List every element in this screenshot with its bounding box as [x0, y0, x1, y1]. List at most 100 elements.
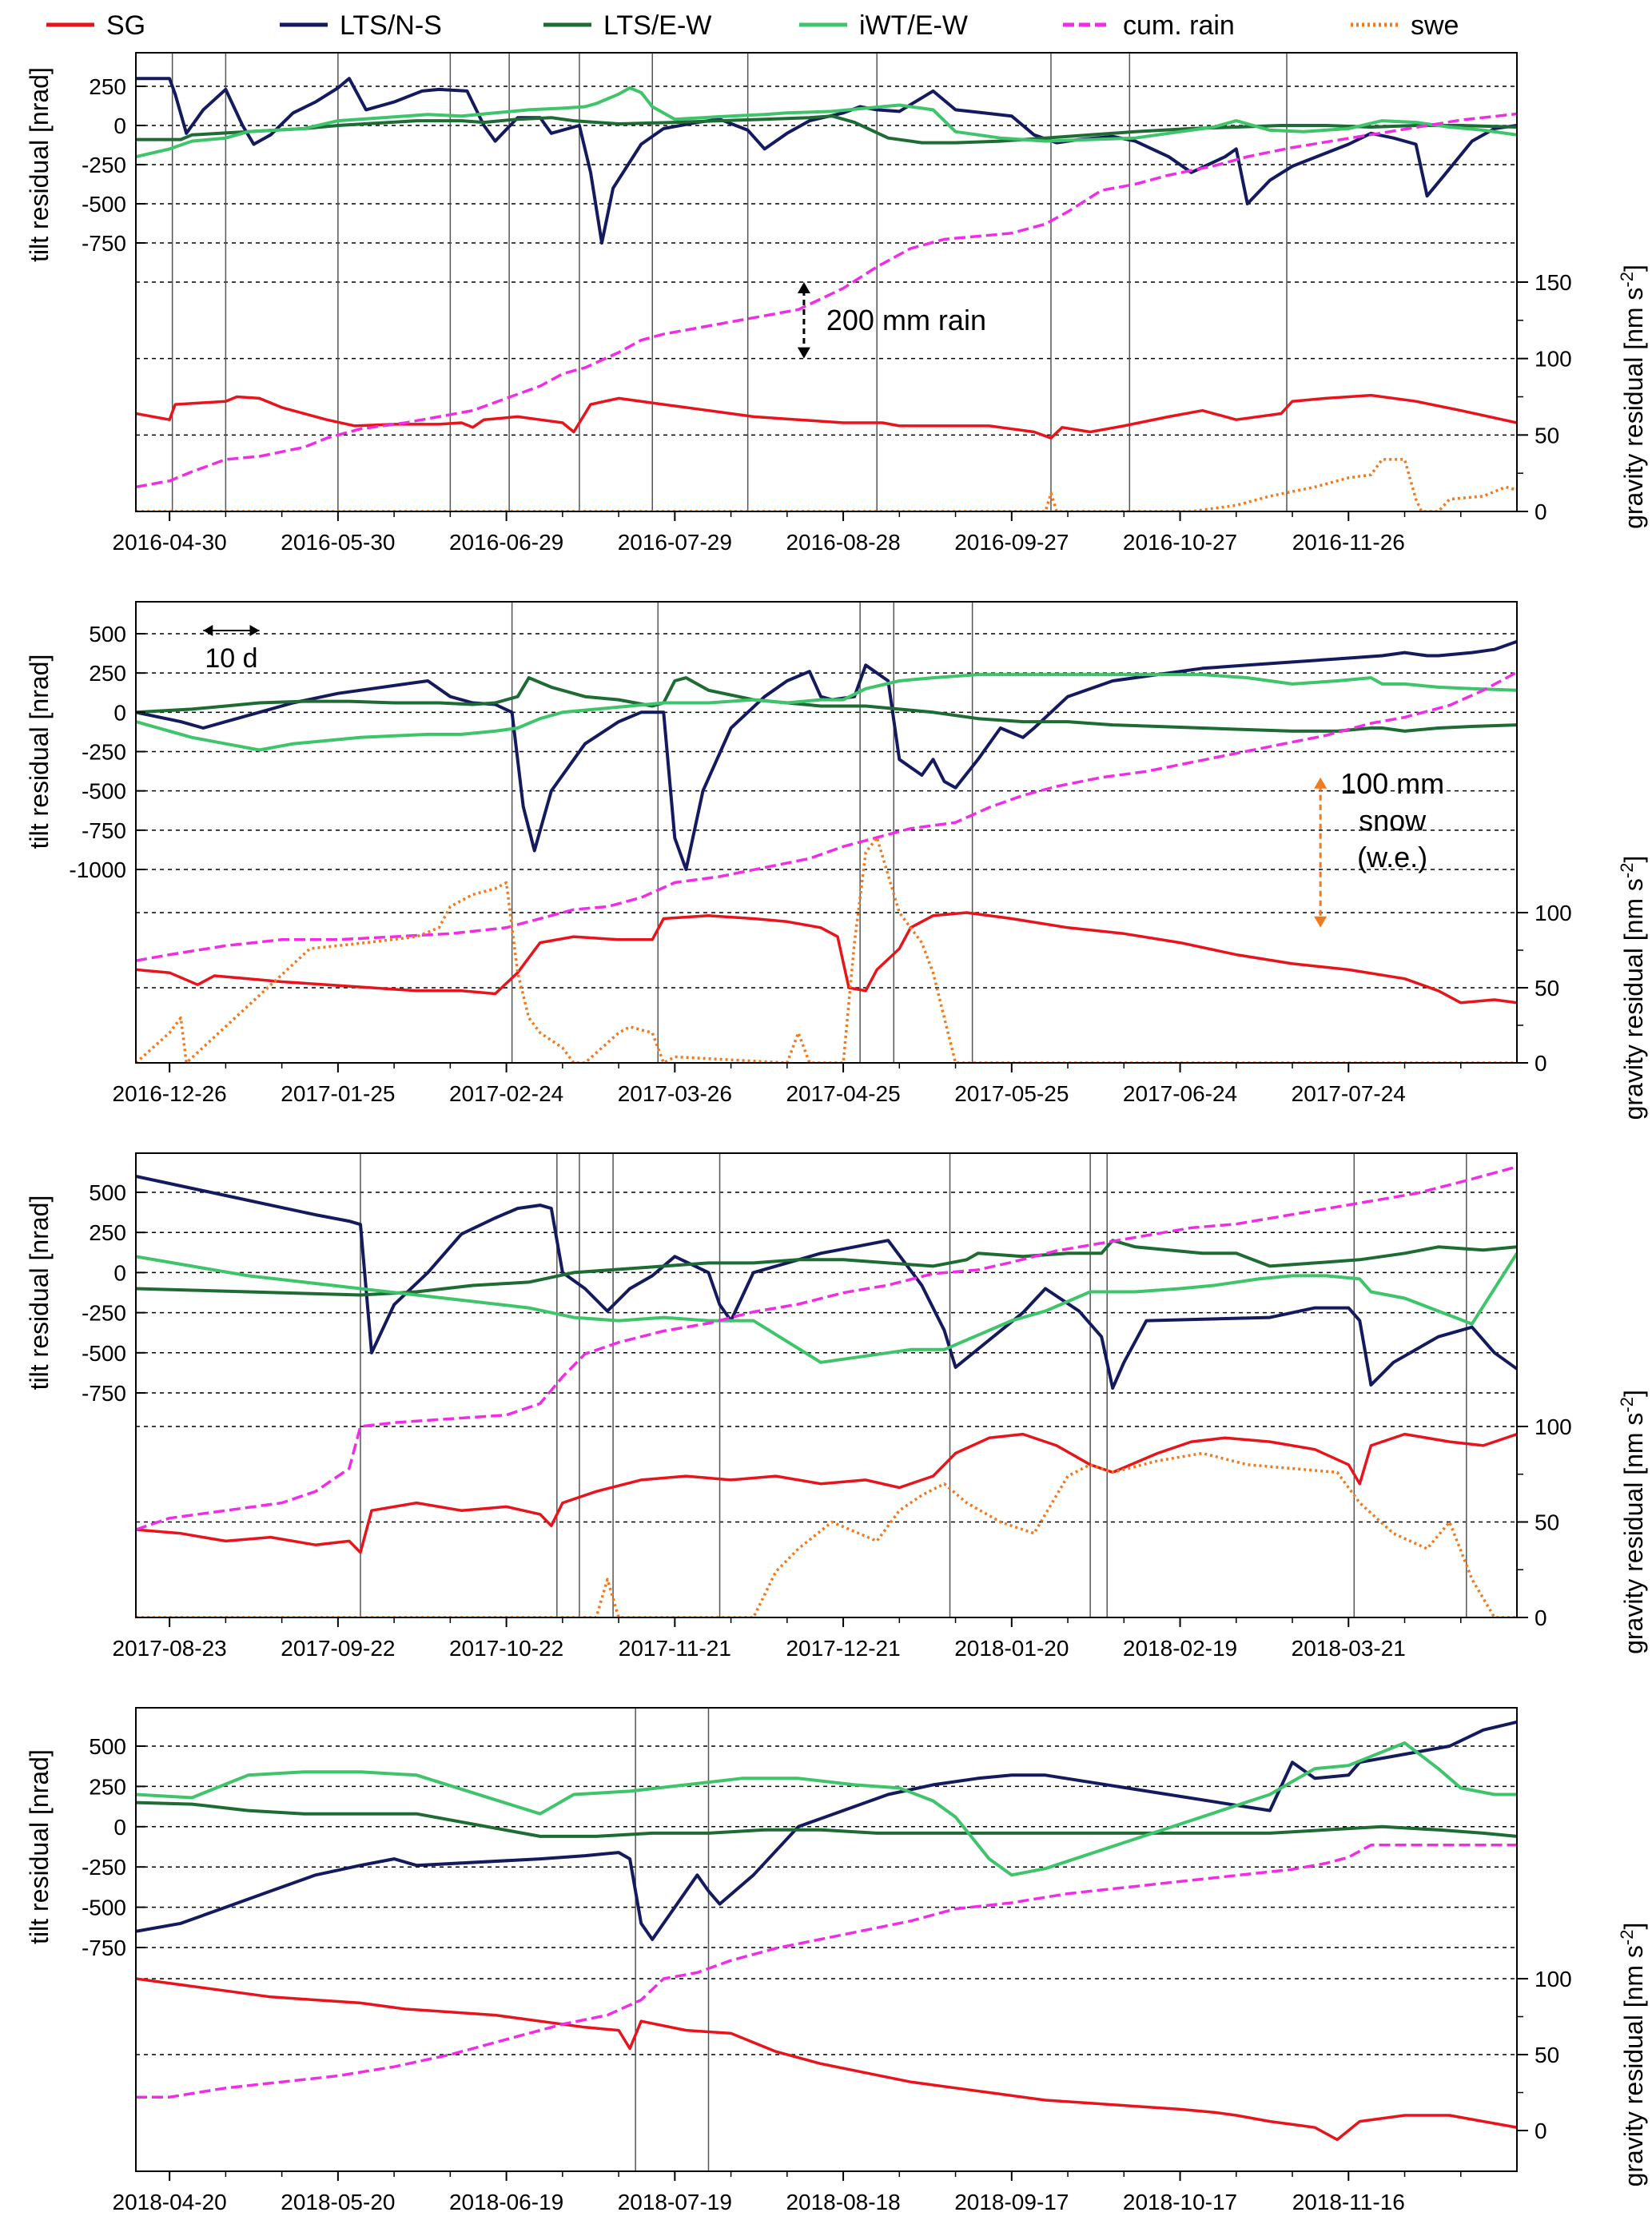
tilt-tick-label: -500: [82, 192, 126, 217]
tilt-tick-label: -750: [82, 818, 126, 843]
gravity-axis-label: gravity residual [nm s-2]: [1617, 856, 1648, 1120]
scale-bar-label: 10 d: [205, 643, 257, 674]
x-tick-label: 2018-01-20: [954, 1636, 1069, 1661]
series-line-cum-rain: [136, 112, 1517, 489]
series-line-swe: [136, 836, 1517, 1063]
tilt-tick-label: 0: [113, 700, 126, 725]
tilt-tick-label: 500: [89, 622, 126, 647]
series-line-lts-n-s: [136, 77, 1517, 245]
gravity-tick-label: 100: [1535, 1967, 1572, 1991]
legend-entry: SG: [46, 10, 145, 41]
annotation-line: (w.e.): [1357, 841, 1427, 873]
gravity-tick-label: 50: [1535, 1510, 1559, 1535]
tilt-tick-label: 0: [113, 113, 126, 138]
legend-entry: iWT/E-W: [799, 10, 968, 41]
x-tick-label: 2018-07-19: [618, 2190, 732, 2214]
plot-frame: [135, 601, 1518, 1064]
gravity-label-end: ]: [1619, 856, 1648, 863]
legend-label: swe: [1411, 10, 1459, 41]
tilt-tick-label: 0: [113, 1815, 126, 1840]
gravity-tick-label: 50: [1535, 976, 1559, 1001]
series-line-iwt-e-w: [136, 673, 1517, 752]
series-group: [136, 77, 1517, 511]
gravity-tick-label: 50: [1535, 423, 1559, 448]
gravity-tick-label: 150: [1535, 270, 1572, 295]
tilt-tick-label: -1000: [69, 857, 126, 882]
legend-label: iWT/E-W: [859, 10, 968, 41]
series-line-lts-n-s: [136, 1720, 1517, 1941]
x-tick-label: 2018-03-21: [1292, 1636, 1406, 1661]
gravity-label-main: gravity residual [nm s: [1619, 288, 1648, 529]
series-line-sg: [136, 911, 1517, 1005]
tilt-tick-label: -250: [82, 740, 126, 765]
annotation-line: snow: [1359, 804, 1427, 837]
legend-entry: LTS/N-S: [280, 10, 442, 41]
gravity-tick-label: 0: [1535, 1605, 1547, 1630]
annotation-line: 100 mm: [1340, 767, 1444, 800]
legend-entry: cum. rain: [1063, 10, 1235, 41]
x-tick-label: 2017-07-24: [1292, 1081, 1406, 1106]
tilt-tick-label: -250: [82, 153, 126, 177]
gravity-axis-label: gravity residual [nm s-2]: [1617, 1390, 1648, 1654]
series-group: [136, 638, 1517, 1063]
x-tick-label: 2017-08-23: [113, 1636, 227, 1661]
tilt-tick-label: -500: [82, 1896, 126, 1920]
gravity-label-superscript: -2: [1617, 272, 1637, 288]
series-line-swe: [136, 458, 1517, 511]
gravity-label-superscript: -2: [1617, 1930, 1637, 1946]
legend-entry: swe: [1351, 10, 1459, 41]
gravity-tick-label: 0: [1535, 1051, 1547, 1076]
tilt-axis-label: tilt residual [nrad]: [25, 1196, 54, 1391]
x-tick-label: 2018-09-17: [954, 2190, 1069, 2214]
series-line-sg: [136, 393, 1517, 440]
x-tick-label: 2017-02-24: [449, 1081, 563, 1106]
series-line-lts-e-w: [136, 1239, 1517, 1297]
series-line-iwt-e-w: [136, 1741, 1517, 1877]
series-line-iwt-e-w: [136, 1252, 1517, 1364]
x-tick-label: 2017-06-24: [1123, 1081, 1237, 1106]
tilt-axis-label: tilt residual [nrad]: [25, 67, 54, 262]
tilt-axis-label: tilt residual [nrad]: [25, 1749, 54, 1944]
gravity-axis-label: gravity residual [nm s-2]: [1617, 1923, 1648, 2187]
gravity-tick-label: 0: [1535, 499, 1547, 524]
tilt-tick-label: -250: [82, 1301, 126, 1326]
x-tick-label: 2018-08-18: [786, 2190, 900, 2214]
x-tick-label: 2016-11-26: [1292, 530, 1405, 555]
legend-label: cum. rain: [1123, 10, 1235, 41]
series-line-lts-e-w: [136, 676, 1517, 733]
legend-label: SG: [106, 10, 145, 41]
series-line-sg: [136, 1977, 1517, 2142]
tilt-tick-label: -250: [82, 1855, 126, 1880]
tilt-tick-label: 250: [89, 1220, 126, 1245]
annotation-label: 200 mm rain: [826, 304, 986, 336]
legend-label: LTS/E-W: [603, 10, 711, 41]
x-tick-label: 2018-06-19: [449, 2190, 563, 2214]
series-line-iwt-e-w: [136, 86, 1517, 159]
gravity-label-superscript: -2: [1617, 863, 1637, 879]
tilt-tick-label: 0: [113, 1260, 126, 1285]
tilt-tick-label: -500: [82, 1341, 126, 1366]
x-tick-label: 2018-04-20: [113, 2190, 227, 2214]
x-tick-label: 2016-08-28: [786, 530, 900, 555]
gravity-label-end: ]: [1619, 1390, 1648, 1397]
legend-label: LTS/N-S: [340, 10, 442, 41]
x-tick-label: 2017-01-25: [281, 1081, 395, 1106]
tilt-tick-label: 250: [89, 74, 126, 99]
legend: SG LTS/N-S LTS/E-W iWT/E-W cum. rain swe: [46, 10, 1459, 41]
x-tick-label: 2018-10-17: [1123, 2190, 1237, 2214]
x-tick-label: 2016-06-29: [449, 530, 563, 555]
x-tick-label: 2016-05-30: [281, 530, 395, 555]
gravity-axis-label: gravity residual [nm s-2]: [1617, 265, 1648, 529]
x-tick-label: 2017-11-21: [619, 1636, 731, 1661]
series-line-lts-e-w: [136, 1800, 1517, 1838]
gravity-label-superscript: -2: [1617, 1397, 1637, 1413]
series-group: [136, 1165, 1517, 1617]
tilt-tick-label: 500: [89, 1180, 126, 1205]
plot-frame: [135, 1152, 1518, 1618]
tilt-tick-label: 250: [89, 1774, 126, 1799]
